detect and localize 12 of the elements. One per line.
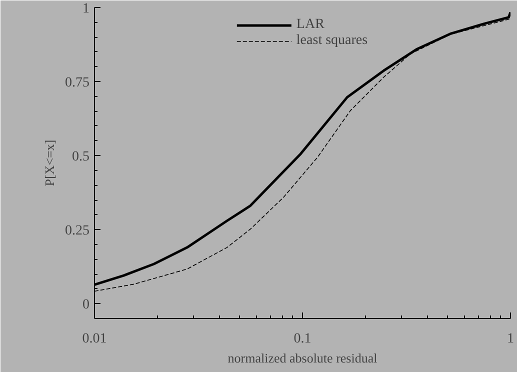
y-axis-title: P[X<=x] xyxy=(42,140,57,186)
y-tick-label: 1 xyxy=(82,2,90,16)
x-tick-label: 1 xyxy=(507,332,514,346)
y-tick-label: 0.75 xyxy=(65,76,90,91)
y-tick-label: 0.5 xyxy=(72,150,90,165)
legend-label: least squares xyxy=(296,33,368,49)
y-tick-label: 0 xyxy=(82,298,90,313)
x-tick-label: 0.01 xyxy=(82,332,107,346)
x-axis-title: normalized absolute residual xyxy=(228,350,378,366)
y-tick-label: 0.25 xyxy=(65,224,90,239)
x-tick-label: 0.1 xyxy=(294,332,312,346)
legend-label: LAR xyxy=(296,17,324,33)
